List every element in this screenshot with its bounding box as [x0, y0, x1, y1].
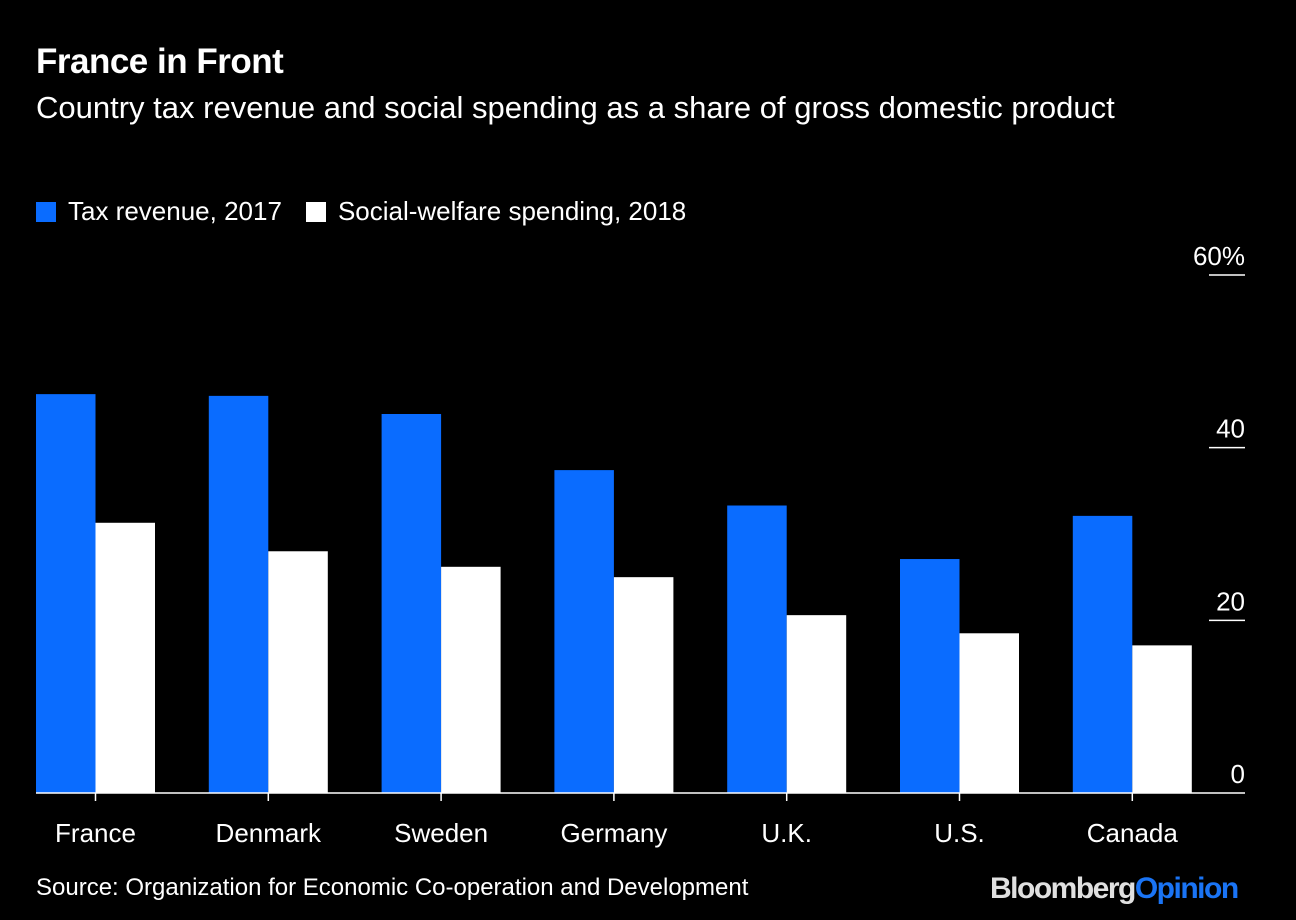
x-tick-label: Sweden — [394, 818, 488, 848]
legend-swatch-social — [305, 201, 326, 222]
bar-tax-canada — [1072, 515, 1133, 793]
legend: Tax revenue, 2017 Social-welfare spendin… — [36, 196, 710, 227]
bar-social-us — [959, 633, 1019, 793]
y-tick-label: 0 — [1231, 759, 1245, 789]
y-tick-label: 40 — [1216, 414, 1245, 444]
bar-tax-sweden — [381, 413, 442, 793]
y-tick-label: 60% — [1193, 241, 1245, 271]
legend-item-social: Social-welfare spending, 2018 — [305, 196, 687, 227]
legend-swatch-tax — [36, 201, 56, 222]
legend-label-social: Social-welfare spending, 2018 — [337, 196, 687, 226]
x-tick-label: Germany — [560, 818, 667, 848]
x-tick-label: U.S. — [934, 818, 985, 848]
x-tick-label: U.K. — [761, 818, 812, 848]
bar-social-germany — [613, 577, 674, 793]
bar-social-uk — [786, 615, 847, 793]
bar-tax-germany — [554, 470, 614, 793]
bar-social-france — [95, 522, 155, 793]
bar-social-denmark — [268, 551, 328, 793]
x-tick-label: Canada — [1087, 818, 1179, 848]
x-tick-label: France — [55, 818, 136, 848]
bar-tax-uk — [727, 505, 787, 793]
bar-tax-denmark — [208, 395, 269, 793]
bar-social-canada — [1132, 645, 1192, 793]
legend-item-tax: Tax revenue, 2017 — [36, 196, 282, 227]
chart-title: France in Front — [36, 42, 284, 81]
legend-label-tax: Tax revenue, 2017 — [68, 196, 282, 226]
source-note: Source: Organization for Economic Co-ope… — [36, 874, 749, 901]
bar-tax-us — [900, 559, 960, 793]
chart-subtitle: Country tax revenue and social spending … — [36, 90, 1115, 125]
y-tick-label: 20 — [1216, 586, 1245, 616]
bloomberg-opinion-logo: BloombergOpinion — [990, 872, 1239, 905]
x-tick-label: Denmark — [216, 818, 322, 848]
bar-tax-france — [36, 394, 96, 793]
bar-social-sweden — [441, 566, 501, 793]
